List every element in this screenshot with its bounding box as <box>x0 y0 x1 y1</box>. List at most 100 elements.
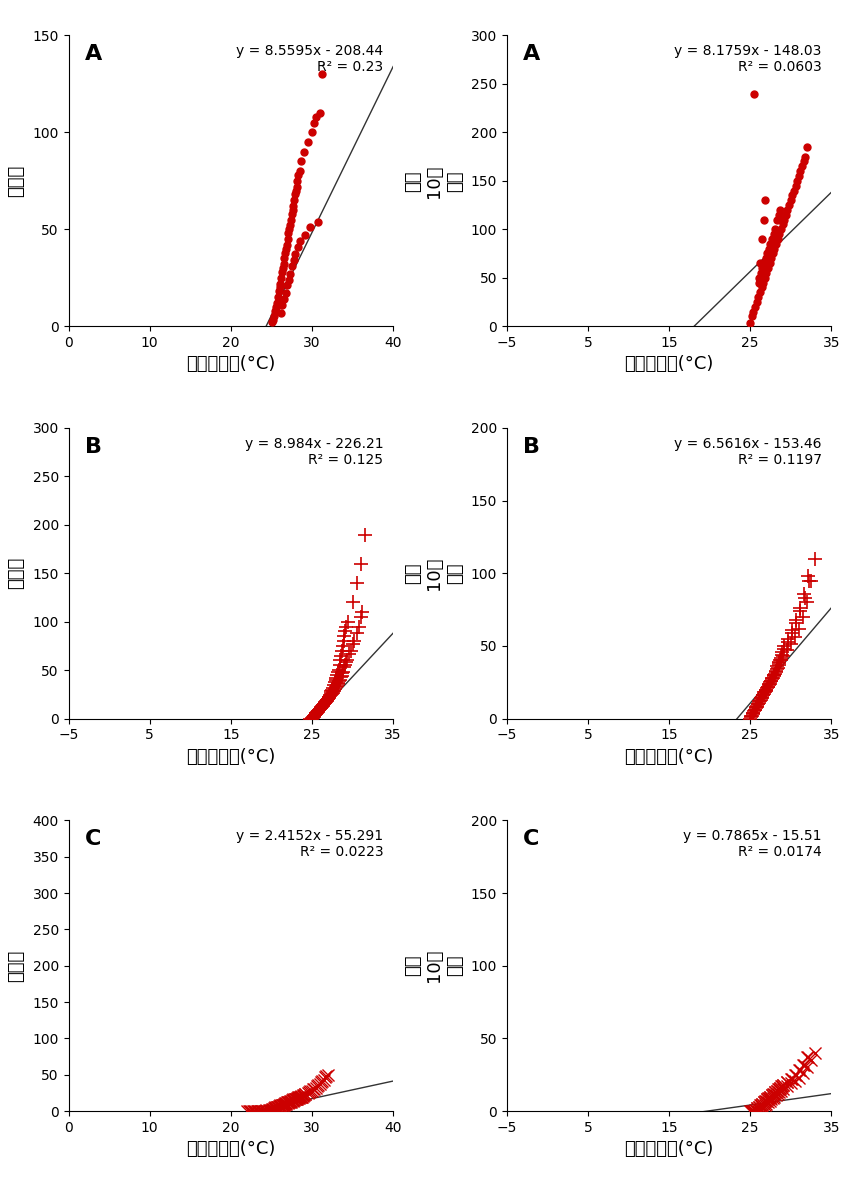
Point <box>286 196 300 215</box>
Point <box>770 1082 783 1100</box>
Point <box>748 701 762 720</box>
Point <box>758 682 772 701</box>
Point <box>279 243 292 262</box>
Point <box>755 278 769 297</box>
Point <box>762 1089 776 1108</box>
Point <box>292 1087 306 1106</box>
Point <box>775 645 788 664</box>
Point <box>758 249 772 268</box>
X-axis label: 일최고기온(°C): 일최고기온(°C) <box>186 748 276 766</box>
Point <box>321 689 335 708</box>
Text: B: B <box>523 436 540 456</box>
Point <box>766 1089 780 1108</box>
Point <box>748 1100 762 1119</box>
Point <box>267 1099 281 1118</box>
Point <box>285 256 299 275</box>
Point <box>747 1102 761 1121</box>
Point <box>776 215 789 234</box>
Point <box>326 680 339 699</box>
Text: y = 8.984x - 226.21
R² = 0.125: y = 8.984x - 226.21 R² = 0.125 <box>245 436 383 467</box>
Point <box>764 671 777 690</box>
Point <box>329 670 343 689</box>
Point <box>321 690 335 709</box>
Point <box>757 1093 770 1112</box>
Point <box>768 665 782 684</box>
Point <box>318 1067 332 1086</box>
Point <box>301 132 315 151</box>
Point <box>318 694 332 713</box>
Point <box>766 243 780 262</box>
Point <box>294 1087 308 1106</box>
Point <box>293 1087 307 1106</box>
Point <box>753 282 767 301</box>
Point <box>284 1092 297 1111</box>
Point <box>321 690 334 709</box>
Point <box>763 674 776 693</box>
Point <box>753 254 767 273</box>
Point <box>750 292 764 311</box>
Point <box>354 554 368 573</box>
Point <box>758 683 771 702</box>
Point <box>307 707 321 726</box>
Point <box>751 696 764 715</box>
Point <box>774 648 788 667</box>
X-axis label: 일최고기온(°C): 일최고기온(°C) <box>624 748 714 766</box>
Point <box>747 84 761 103</box>
Point <box>323 686 337 704</box>
Point <box>789 610 803 629</box>
Point <box>283 1093 297 1112</box>
Point <box>777 636 791 655</box>
Text: y = 6.5616x - 153.46
R² = 0.1197: y = 6.5616x - 153.46 R² = 0.1197 <box>674 436 822 467</box>
Point <box>773 1078 787 1097</box>
Point <box>752 691 766 710</box>
Point <box>256 1102 270 1121</box>
Point <box>759 1095 773 1113</box>
Point <box>804 571 818 590</box>
Point <box>793 1061 806 1080</box>
Point <box>752 693 766 712</box>
Point <box>296 1086 309 1105</box>
Point <box>766 669 780 688</box>
Point <box>776 1080 789 1099</box>
Point <box>269 298 283 317</box>
Point <box>282 223 296 242</box>
Point <box>327 675 341 694</box>
Point <box>750 697 764 716</box>
Point <box>286 1090 300 1109</box>
Point <box>345 593 359 612</box>
Point <box>310 1076 324 1095</box>
Point <box>308 707 321 726</box>
Point <box>755 689 769 708</box>
Point <box>772 225 786 243</box>
Y-axis label: 인구
10만
명당: 인구 10만 명당 <box>405 949 464 982</box>
Point <box>770 1085 783 1104</box>
Point <box>273 274 287 293</box>
Point <box>321 690 335 709</box>
Point <box>309 704 322 723</box>
Point <box>344 642 357 661</box>
Point <box>792 619 806 638</box>
Point <box>768 239 782 258</box>
Point <box>764 1090 778 1109</box>
Point <box>745 707 758 726</box>
Point <box>308 706 321 725</box>
Point <box>306 1080 320 1099</box>
Y-axis label: 인구
10만
명당: 인구 10만 명당 <box>405 557 464 590</box>
Point <box>267 1100 280 1119</box>
Point <box>279 284 292 303</box>
Point <box>335 667 349 686</box>
Point <box>776 1076 790 1095</box>
Point <box>764 671 778 690</box>
Point <box>309 704 323 723</box>
Point <box>263 1100 277 1119</box>
Text: y = 8.5595x - 208.44
R² = 0.23: y = 8.5595x - 208.44 R² = 0.23 <box>237 44 383 74</box>
Point <box>798 589 812 608</box>
Point <box>287 251 301 269</box>
Point <box>250 1102 264 1121</box>
Point <box>282 271 296 290</box>
Point <box>763 254 776 273</box>
Point <box>325 684 339 703</box>
Point <box>294 1087 308 1106</box>
Point <box>279 239 293 258</box>
Point <box>279 1095 293 1113</box>
